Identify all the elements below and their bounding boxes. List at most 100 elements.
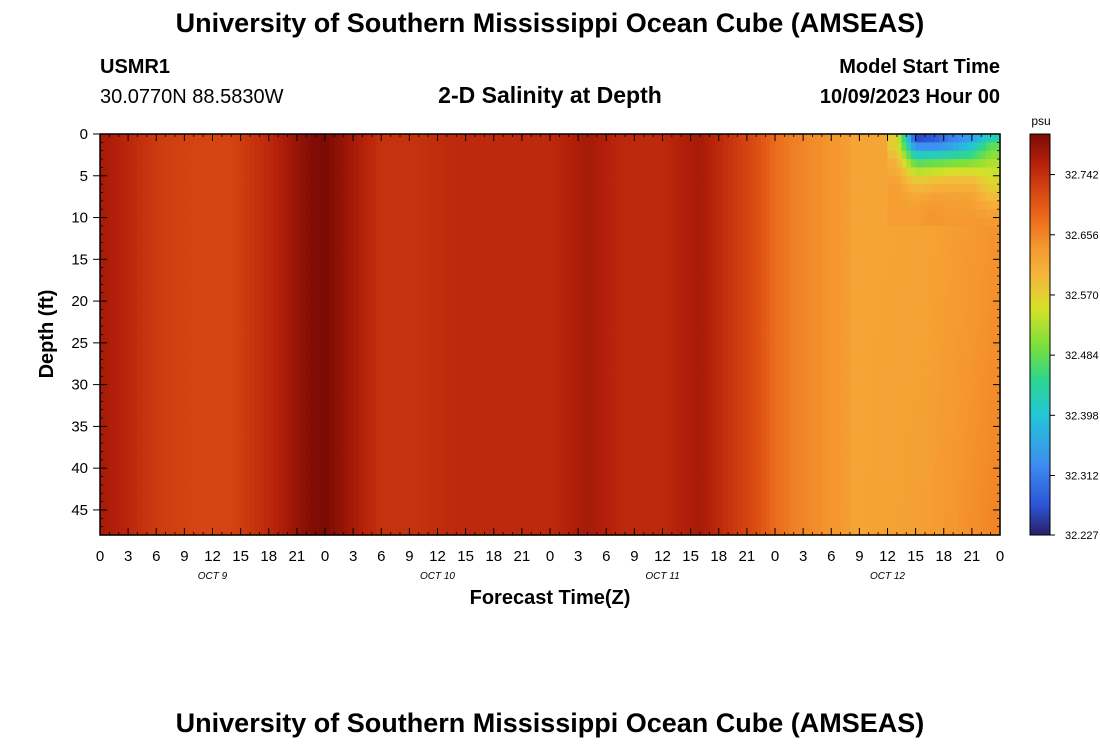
heatmap-cells xyxy=(100,134,1001,536)
heatmap-cell xyxy=(278,217,284,227)
heatmap-cell xyxy=(479,292,485,302)
heatmap-cell xyxy=(460,284,467,294)
heatmap-cell xyxy=(521,200,528,210)
heatmap-cell xyxy=(315,518,321,528)
heatmap-cell xyxy=(489,476,495,486)
heatmap-cell xyxy=(339,434,345,444)
heatmap-cell xyxy=(273,175,279,185)
heatmap-cell xyxy=(517,392,523,402)
heatmap-cell xyxy=(489,217,495,227)
heatmap-cell xyxy=(198,150,204,160)
heatmap-cell xyxy=(231,509,237,519)
heatmap-cell xyxy=(371,476,378,486)
heatmap-cell xyxy=(414,284,420,294)
heatmap-cell xyxy=(137,451,143,461)
heatmap-cell xyxy=(278,267,284,277)
heatmap-cell xyxy=(343,175,350,185)
heatmap-cell xyxy=(400,134,406,143)
heatmap-cell xyxy=(489,309,495,319)
heatmap-cell xyxy=(170,342,176,352)
heatmap-cell xyxy=(371,443,378,453)
heatmap-cell xyxy=(367,501,373,511)
heatmap-cell xyxy=(465,409,471,419)
heatmap-cell xyxy=(498,267,504,277)
heatmap-cell xyxy=(367,334,373,344)
heatmap-cell xyxy=(418,276,425,285)
heatmap-cell xyxy=(465,326,471,336)
heatmap-cell xyxy=(451,276,457,285)
heatmap-cell xyxy=(132,518,139,528)
heatmap-cell xyxy=(310,192,317,202)
heatmap-cell xyxy=(498,376,504,386)
heatmap-cell xyxy=(175,418,181,427)
heatmap-cell xyxy=(357,342,364,352)
heatmap-cell xyxy=(137,409,143,419)
heatmap-cell xyxy=(385,184,392,194)
heatmap-cell xyxy=(564,142,570,152)
heatmap-cell xyxy=(259,175,265,185)
heatmap-cell xyxy=(170,501,176,511)
heatmap-cell xyxy=(287,192,293,202)
heatmap-cell xyxy=(189,217,195,227)
heatmap-cell xyxy=(578,184,584,194)
heatmap-cell xyxy=(381,276,387,285)
heatmap-cell xyxy=(123,342,129,352)
heatmap-cell xyxy=(423,267,429,277)
heatmap-cell xyxy=(250,276,256,285)
heatmap-cell xyxy=(226,242,232,252)
heatmap-cell xyxy=(418,451,425,461)
heatmap-cell xyxy=(175,175,181,185)
heatmap-cell xyxy=(395,175,401,185)
heatmap-cell xyxy=(446,409,453,419)
heatmap-cell xyxy=(512,426,518,436)
heatmap-cell xyxy=(521,175,528,185)
heatmap-cell xyxy=(259,459,265,469)
heatmap-cell xyxy=(460,301,467,311)
heatmap-cell xyxy=(442,192,448,202)
heatmap-cell xyxy=(451,443,457,453)
heatmap-cell xyxy=(254,234,260,244)
heatmap-cell xyxy=(353,276,359,285)
heatmap-cell xyxy=(132,134,139,143)
heatmap-cell xyxy=(334,192,340,202)
heatmap-cell xyxy=(292,351,298,361)
heatmap-cell xyxy=(409,167,415,177)
heatmap-cell xyxy=(343,150,350,160)
heatmap-cell xyxy=(282,250,289,260)
heatmap-cell xyxy=(259,242,265,252)
heatmap-cell xyxy=(329,484,335,494)
heatmap-cell xyxy=(521,418,528,427)
heatmap-cell xyxy=(371,267,378,277)
heatmap-cell xyxy=(428,384,434,394)
heatmap-cell xyxy=(184,267,190,277)
heatmap-cell xyxy=(517,217,523,227)
heatmap-cell xyxy=(146,509,153,519)
heatmap-cell xyxy=(442,309,448,319)
heatmap-cell xyxy=(109,468,115,478)
heatmap-cell xyxy=(554,509,560,519)
heatmap-cell xyxy=(301,451,307,461)
heatmap-cell xyxy=(193,401,200,411)
heatmap-cell xyxy=(371,209,378,219)
heatmap-cell xyxy=(446,518,453,528)
heatmap-cell xyxy=(348,167,354,177)
heatmap-cell xyxy=(582,234,589,244)
heatmap-cell xyxy=(221,242,228,252)
heatmap-cell xyxy=(357,409,364,419)
heatmap-cell xyxy=(503,509,509,519)
heatmap-cell xyxy=(367,184,373,194)
heatmap-cell xyxy=(245,351,251,361)
heatmap-cell xyxy=(226,292,232,302)
heatmap-cell xyxy=(432,250,439,260)
heatmap-cell xyxy=(493,509,500,519)
heatmap-cell xyxy=(245,284,251,294)
heatmap-cell xyxy=(250,501,256,511)
heatmap-cell xyxy=(203,501,209,511)
heatmap-cell xyxy=(268,142,275,152)
heatmap-cell xyxy=(423,209,429,219)
heatmap-cell xyxy=(207,443,214,453)
heatmap-cell xyxy=(465,501,471,511)
heatmap-cell xyxy=(170,459,176,469)
heatmap-cell xyxy=(535,309,542,319)
heatmap-cell xyxy=(240,526,246,536)
